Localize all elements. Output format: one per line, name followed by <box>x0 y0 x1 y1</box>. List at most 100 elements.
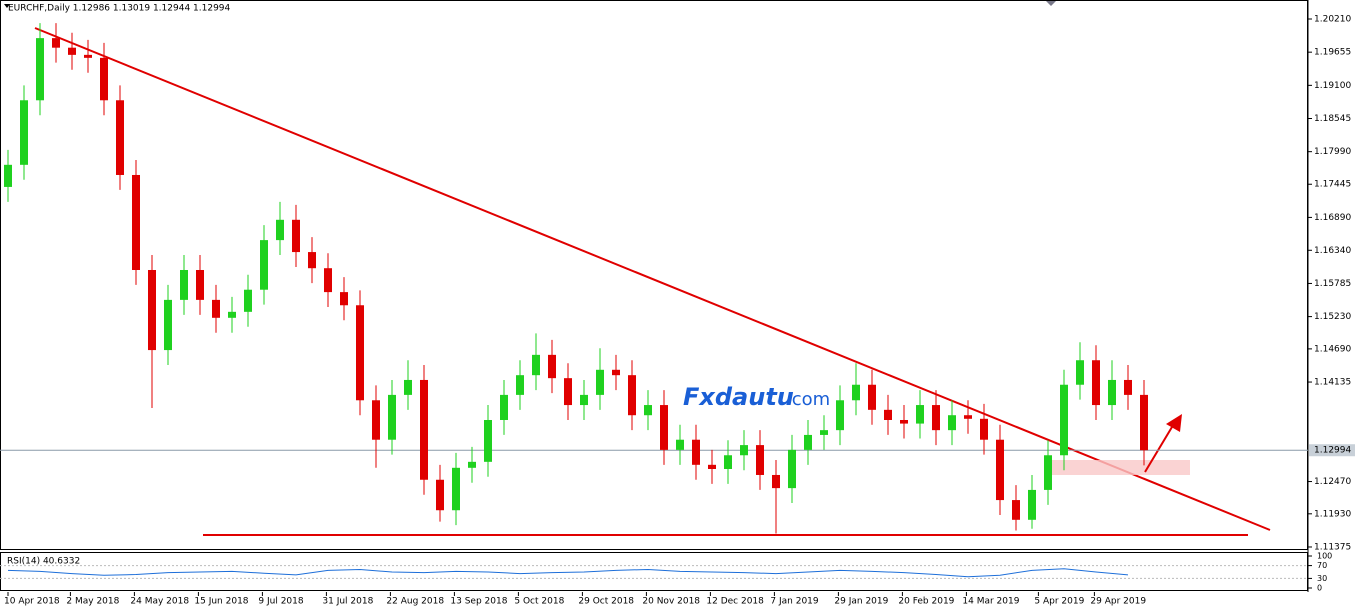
candle-body <box>452 467 460 511</box>
y-tick-label: 1.14690 <box>1314 344 1351 354</box>
y-tick-label: 1.11375 <box>1314 542 1351 552</box>
candle-body <box>484 419 492 462</box>
candle-body <box>4 164 12 187</box>
candle-body <box>1140 394 1148 451</box>
y-tick-label: 1.17990 <box>1314 147 1351 157</box>
price-label: 1.12994 <box>1314 446 1351 456</box>
candle-body <box>292 219 300 253</box>
candle-body <box>132 174 140 270</box>
candle-body <box>180 269 188 300</box>
candle-body <box>708 464 716 469</box>
menu-arrow <box>4 4 10 8</box>
x-tick-label: 29 Apr 2019 <box>1090 597 1146 607</box>
candle-body <box>404 379 412 395</box>
candle-body <box>788 449 796 489</box>
candle-body <box>756 445 764 475</box>
chart-title: EURCHF,Daily 1.12986 1.13019 1.12944 1.1… <box>8 4 231 14</box>
x-tick-label: 10 Apr 2018 <box>4 597 60 607</box>
candle-body <box>324 268 332 293</box>
x-tick-label: 13 Sep 2018 <box>450 597 507 607</box>
y-tick-label: 1.11930 <box>1314 509 1351 519</box>
y-tick-label: 1.20210 <box>1314 15 1351 25</box>
candle-body <box>228 311 236 318</box>
x-tick-label: 24 May 2018 <box>130 597 189 607</box>
candle-body <box>388 394 396 440</box>
rsi-title: RSI(14) 40.6332 <box>7 557 80 567</box>
candle-body <box>1028 489 1036 520</box>
rsi-line <box>7 568 1129 578</box>
candle-body <box>20 100 28 165</box>
candle-body <box>1060 384 1068 456</box>
trend-line <box>34 27 1271 531</box>
zone <box>1045 460 1190 475</box>
candle-body <box>868 384 876 410</box>
candle-body <box>516 375 524 395</box>
x-tick-label: 7 Jan 2019 <box>770 597 818 607</box>
candle-body <box>84 54 92 58</box>
candle-body <box>244 289 252 312</box>
candle-body <box>676 439 684 450</box>
candle-body <box>996 439 1004 501</box>
rsi-tick-label: 30 <box>1317 574 1327 583</box>
candle-body <box>196 269 204 300</box>
candle-body <box>468 461 476 468</box>
x-tick-label: 22 Aug 2018 <box>386 597 444 607</box>
candle-body <box>660 405 668 450</box>
rsi-tick-label: 70 <box>1317 561 1327 570</box>
x-tick-label: 29 Oct 2018 <box>578 597 634 607</box>
candle-body <box>436 479 444 511</box>
candle-body <box>628 375 636 416</box>
y-tick-label: 1.17445 <box>1314 180 1351 190</box>
y-tick-label: 1.12470 <box>1314 477 1351 487</box>
candle-body <box>772 474 780 489</box>
candle-body <box>1124 379 1132 395</box>
candle-body <box>164 299 172 351</box>
candle-body <box>276 219 284 241</box>
candle-body <box>1108 379 1116 406</box>
candle-body <box>644 405 652 416</box>
candle-body <box>612 369 620 376</box>
candle-body <box>340 292 348 306</box>
candle-body <box>740 445 748 456</box>
candle-body <box>372 400 380 440</box>
y-tick-label: 1.15785 <box>1314 279 1351 289</box>
candle-body <box>836 400 844 431</box>
candle-body <box>116 100 124 175</box>
candle-body <box>420 379 428 480</box>
candle-body <box>916 405 924 424</box>
candle-body <box>724 455 732 469</box>
candle-body <box>804 434 812 450</box>
x-tick-label: 15 Jun 2018 <box>194 597 248 607</box>
candle-body <box>260 240 268 290</box>
y-tick-label: 1.16890 <box>1314 213 1351 223</box>
candle-body <box>1076 360 1084 385</box>
y-tick-label: 1.19655 <box>1314 48 1351 58</box>
candle-body <box>692 439 700 465</box>
candle-body <box>1044 455 1052 490</box>
candle-body <box>948 415 956 431</box>
candle-body <box>580 394 588 406</box>
candle-body <box>1012 500 1020 520</box>
x-tick-label: 2 May 2018 <box>66 597 119 607</box>
candle-body <box>212 299 220 318</box>
candle-body <box>564 378 572 406</box>
candle-body <box>980 418 988 440</box>
y-tick-label: 1.15230 <box>1314 312 1351 322</box>
watermark-suffix: .com <box>786 389 830 410</box>
arrow-head <box>1166 414 1182 432</box>
candle-body <box>52 38 60 48</box>
x-tick-label: 9 Jul 2018 <box>258 597 303 607</box>
rsi-pane <box>0 552 1308 591</box>
candle-body <box>852 384 860 401</box>
x-tick-label: 14 Mar 2019 <box>962 597 1019 607</box>
candle-body <box>356 305 364 401</box>
price-label-bg <box>1309 444 1355 457</box>
y-tick-label: 1.18545 <box>1314 114 1351 124</box>
candle-body <box>500 394 508 420</box>
y-tick-label: 1.16340 <box>1314 246 1351 256</box>
candle-body <box>596 369 604 395</box>
rsi-tick-label: 100 <box>1317 552 1332 561</box>
candle-body <box>932 405 940 431</box>
